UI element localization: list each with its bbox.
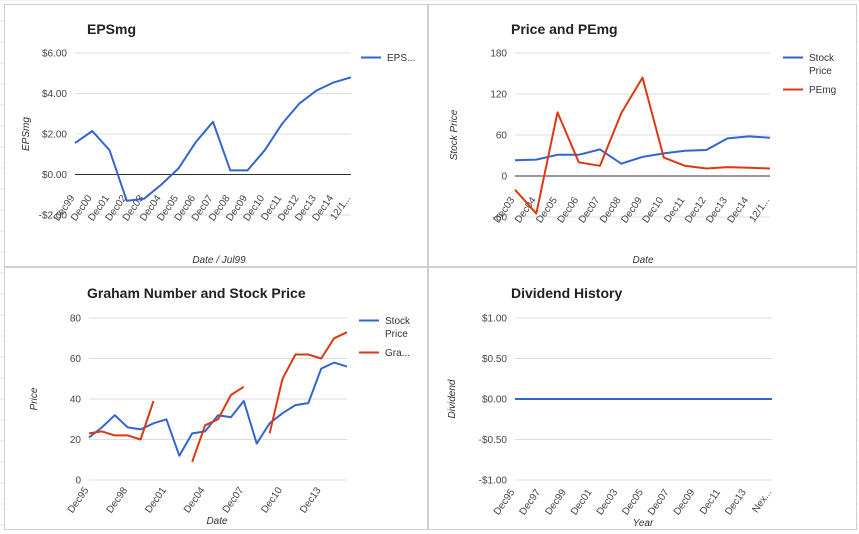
legend-label: Price [385, 329, 408, 340]
x-tick-label: Dec11 [698, 487, 723, 517]
y-tick-label: 40 [70, 395, 82, 406]
x-tick-label: Dec08 [598, 195, 624, 225]
x-tick-label: Dec01 [143, 485, 169, 515]
graham-chart: Graham Number and Stock Price806040200De… [29, 285, 411, 527]
y-tick-label: -$2.00 [39, 211, 68, 222]
y-tick-label: 60 [496, 131, 508, 142]
x-tick-label: Dec13 [723, 487, 749, 517]
x-axis-title: Date [206, 516, 228, 527]
y-tick-label: 20 [70, 435, 82, 446]
y-tick-label: 180 [490, 49, 507, 60]
y-tick-label: $6.00 [42, 49, 67, 60]
y-tick-label: 0 [75, 476, 81, 487]
y-tick-label: $2.00 [42, 130, 67, 141]
x-tick-label: Dec07 [577, 195, 603, 225]
eps-chart: EPSmg$6.00$4.00$2.00$0.00-$2.00Dec99Dec0… [21, 21, 415, 266]
y-axis-title: EPSmg [21, 117, 32, 151]
chart-title: Dividend History [511, 285, 622, 301]
eps-chart-panel: EPSmg $6.00 $4.00 $2.00 $0.00 -$2.00 Dec99 Dec0… [4, 4, 428, 267]
legend-label: Price [809, 66, 832, 77]
x-tick-label: Dec03 [595, 487, 621, 517]
series-line-0 [88, 361, 348, 457]
x-tick-label: Dec05 [620, 487, 646, 517]
x-tick-label: Dec10 [641, 195, 667, 225]
price-pe-chart: Price and PEmg180120600-60Dec03Dec04Dec0… [449, 21, 836, 266]
y-tick-label: $0.00 [42, 170, 67, 181]
dividend-chart: Dividend History $1.00 $0.50 $0.00 -$0.50 -$1… [447, 285, 774, 529]
x-tick-label: Dec13 [704, 195, 730, 225]
legend-label: Stock [809, 53, 835, 64]
legend-label: EPS... [387, 53, 415, 64]
y-tick-label: -60 [493, 213, 508, 224]
price-pe-chart-panel: Price and PEmg 180 120 60 0 -60 Dec03 Dec04 Dec0… [428, 4, 857, 267]
x-axis-title: Year [633, 518, 654, 529]
x-tick-label: Dec95 [66, 485, 92, 515]
x-axis-title: Date [632, 255, 654, 266]
y-tick-label: $1.00 [482, 314, 507, 325]
x-axis-title: Date / Jul99 [192, 255, 246, 266]
y-tick-label: 80 [70, 314, 82, 325]
x-tick-label: Dec04 [182, 485, 208, 515]
series-line-0 [74, 76, 352, 202]
chart-title: EPSmg [87, 21, 136, 37]
x-tick-label: Dec04 [513, 195, 539, 225]
legend-label: Gra... [385, 348, 410, 359]
y-axis-title: Stock Price [449, 109, 460, 160]
y-tick-label: 60 [70, 354, 82, 365]
chart-title: Price and PEmg [511, 21, 618, 37]
x-tick-label: Dec06 [556, 195, 582, 225]
chart-title: Graham Number and Stock Price [87, 285, 306, 301]
y-tick-label: -$0.50 [479, 435, 508, 446]
y-axis-title: Dividend [447, 379, 458, 418]
series-line-0 [514, 135, 771, 165]
dividend-chart-panel: Dividend History $1.00 $0.50 $0.00 -$0.50 -$1… [428, 267, 857, 530]
x-tick-label: Dec13 [298, 485, 324, 515]
x-tick-label: Dec01 [569, 487, 595, 517]
x-tick-label: Dec97 [518, 487, 544, 517]
x-tick-label: Dec09 [619, 195, 645, 225]
x-tick-label: Nex... [750, 487, 774, 515]
series-line-1 [268, 331, 348, 434]
x-tick-label: 12/1... [747, 195, 772, 224]
y-tick-label: $0.50 [482, 354, 507, 365]
x-tick-label: Dec09 [672, 487, 698, 517]
y-tick-label: -$1.00 [479, 476, 508, 487]
x-tick-label: Dec95 [492, 487, 518, 517]
x-tick-label: Dec98 [105, 485, 131, 515]
graham-chart-panel: Graham Number and Stock Price 80 60 40 20 0 De… [4, 267, 428, 530]
y-tick-label: $0.00 [482, 395, 507, 406]
x-tick-label: Dec12 [683, 195, 709, 225]
legend-label: PEmg [809, 85, 836, 96]
y-tick-label: 120 [490, 90, 507, 101]
series-line-1 [88, 400, 155, 441]
x-tick-label: Dec99 [543, 487, 569, 517]
x-tick-label: Dec07 [221, 485, 247, 515]
y-axis-title: Price [29, 387, 40, 410]
legend-label: Stock [385, 316, 411, 327]
series-line-1 [514, 76, 771, 215]
x-tick-label: Dec14 [726, 195, 752, 225]
x-tick-label: Dec07 [646, 487, 672, 517]
x-tick-label: Dec10 [259, 485, 285, 515]
y-tick-label: $4.00 [42, 89, 67, 100]
series-line-1 [191, 385, 245, 463]
y-tick-label: 0 [501, 172, 507, 183]
